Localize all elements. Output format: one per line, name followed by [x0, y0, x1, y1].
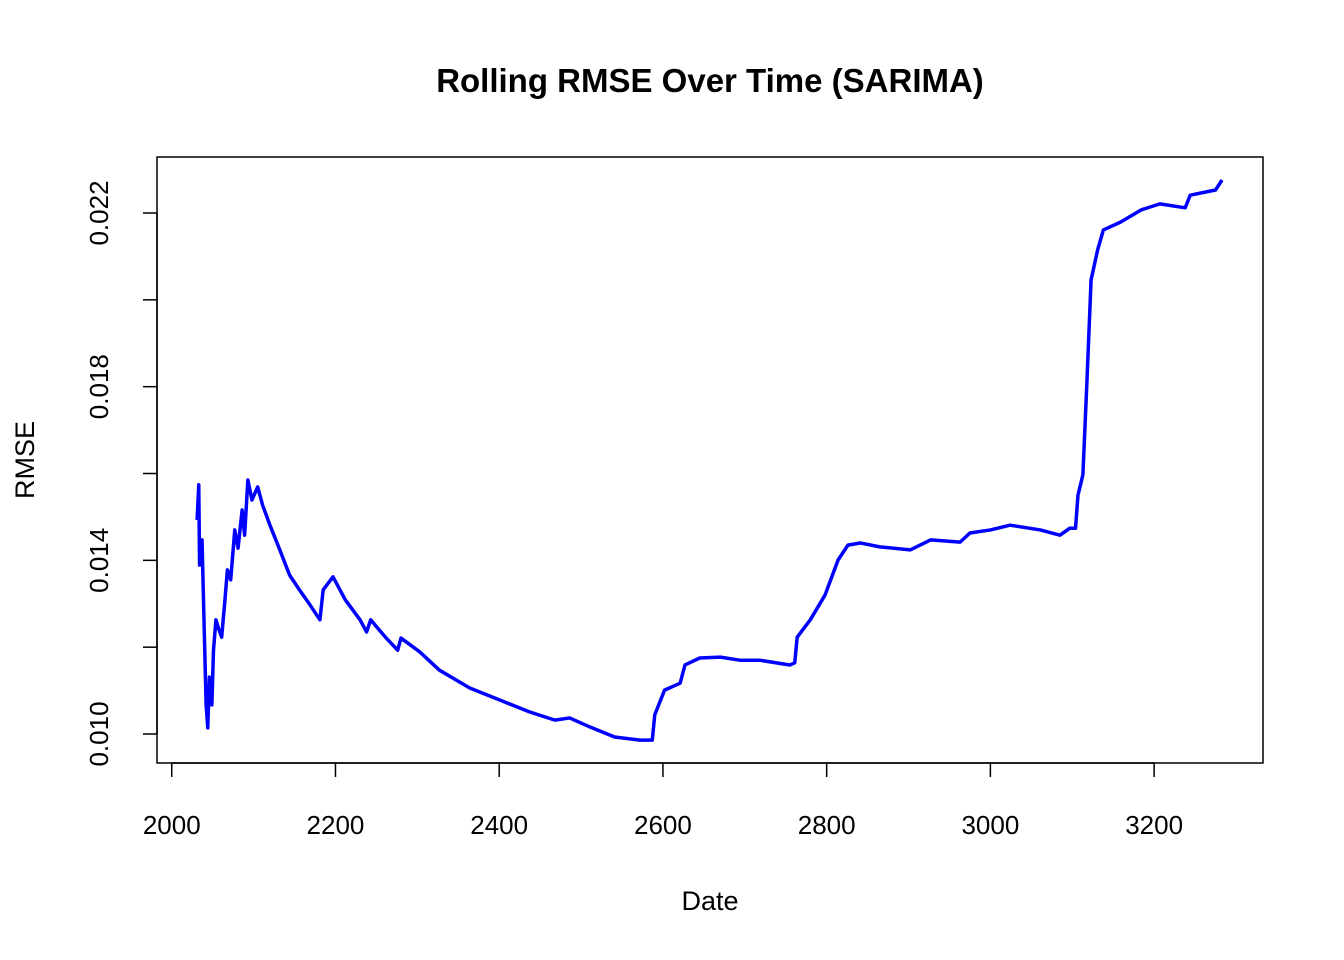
x-tick-label: 2600	[634, 810, 692, 840]
x-tick-label: 2000	[143, 810, 201, 840]
x-tick-label: 3200	[1125, 810, 1183, 840]
x-tick-label: 2800	[798, 810, 856, 840]
y-axis-label: RMSE	[10, 421, 40, 499]
y-tick-label: 0.022	[84, 180, 114, 245]
y-tick-label: 0.014	[84, 528, 114, 593]
x-tick-label: 2400	[470, 810, 528, 840]
x-tick-label: 2200	[307, 810, 365, 840]
x-axis-label: Date	[681, 886, 738, 916]
y-tick-label: 0.018	[84, 354, 114, 419]
x-tick-label: 3000	[961, 810, 1019, 840]
chart-title: Rolling RMSE Over Time (SARIMA)	[436, 62, 984, 99]
y-tick-label: 0.010	[84, 701, 114, 766]
data-line	[195, 179, 1224, 742]
